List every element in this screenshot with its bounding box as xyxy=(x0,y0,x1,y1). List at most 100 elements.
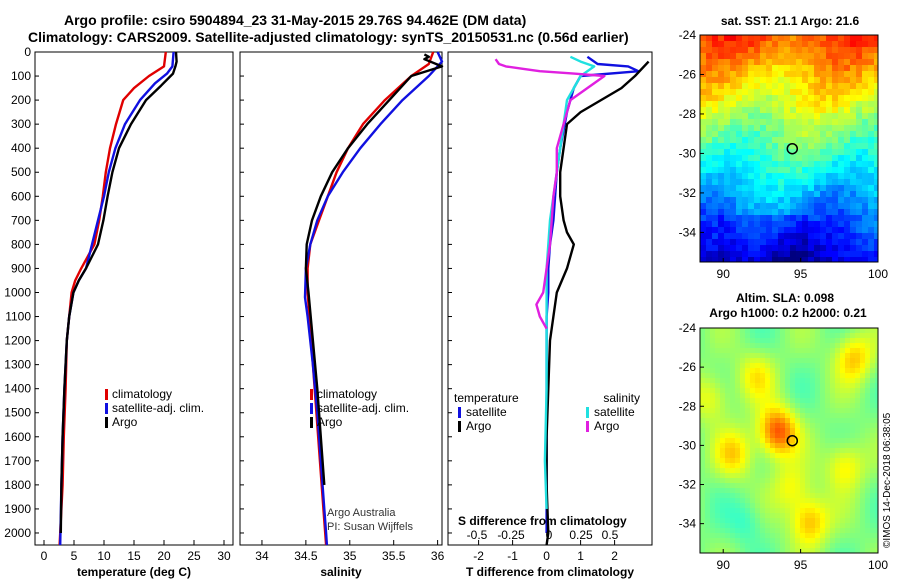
sst-cell xyxy=(772,245,778,251)
sla-cell xyxy=(820,418,825,423)
sla-cell xyxy=(760,398,765,403)
sla-cell xyxy=(750,473,755,478)
sst-cell xyxy=(832,209,838,215)
sla-cell xyxy=(780,388,785,393)
sla-cell xyxy=(715,433,720,438)
sst-cell xyxy=(826,41,832,47)
sst-cell xyxy=(844,155,850,161)
sst-cell xyxy=(772,119,778,125)
sst-cell xyxy=(868,89,874,95)
sla-cell xyxy=(780,333,785,338)
sla-cell xyxy=(740,328,745,333)
sla-cell xyxy=(840,383,845,388)
sla-cell xyxy=(855,413,860,418)
sla-cell xyxy=(875,458,878,463)
legend-title-temperature: temperature xyxy=(454,391,519,405)
sst-cell xyxy=(742,47,748,53)
sst-cell xyxy=(856,65,862,71)
sst-cell xyxy=(856,251,862,257)
sla-cell xyxy=(765,413,770,418)
sla-cell xyxy=(725,463,730,468)
sst-cell xyxy=(766,47,772,53)
sst-cell xyxy=(784,71,790,77)
sla-cell xyxy=(775,493,780,498)
sla-cell xyxy=(740,478,745,483)
sla-cell xyxy=(775,538,780,543)
sla-cell xyxy=(845,478,850,483)
sst-cell xyxy=(838,191,844,197)
sla-cell xyxy=(810,448,815,453)
sst-cell xyxy=(850,83,856,89)
sla-cell xyxy=(700,358,705,363)
sla-cell xyxy=(865,383,870,388)
sst-cell xyxy=(808,251,814,257)
sla-cell xyxy=(710,343,715,348)
sst-cell xyxy=(754,251,760,257)
sla-cell xyxy=(845,433,850,438)
sla-cell xyxy=(875,518,878,523)
sla-cell xyxy=(860,458,865,463)
sla-cell xyxy=(775,543,780,548)
sla-cell xyxy=(795,328,800,333)
sla-cell xyxy=(720,408,725,413)
sst-cell xyxy=(742,71,748,77)
sst-cell xyxy=(730,179,736,185)
sst-cell xyxy=(784,239,790,245)
sst-cell xyxy=(850,41,856,47)
sst-cell xyxy=(730,95,736,101)
sst-cell xyxy=(862,95,868,101)
map-y-tick-label: -30 xyxy=(679,146,697,160)
sla-cell xyxy=(725,503,730,508)
sla-cell xyxy=(700,548,705,553)
sla-cell xyxy=(700,478,705,483)
sla-cell xyxy=(860,538,865,543)
sla-cell xyxy=(715,458,720,463)
sla-cell xyxy=(855,453,860,458)
sla-cell xyxy=(785,398,790,403)
sst-cell xyxy=(718,65,724,71)
sla-cell xyxy=(745,373,750,378)
sla-cell xyxy=(740,443,745,448)
sla-cell xyxy=(870,438,875,443)
sla-cell xyxy=(825,513,830,518)
sla-cell xyxy=(700,498,705,503)
sst-cell xyxy=(802,131,808,137)
sst-cell xyxy=(832,53,838,59)
sst-cell xyxy=(862,143,868,149)
sla-cell xyxy=(810,438,815,443)
sla-cell xyxy=(815,478,820,483)
sla-cell xyxy=(700,413,705,418)
sst-cell xyxy=(850,119,856,125)
sst-cell xyxy=(736,191,742,197)
sla-cell xyxy=(805,388,810,393)
sla-cell xyxy=(785,343,790,348)
sla-cell xyxy=(790,338,795,343)
sla-cell xyxy=(725,428,730,433)
sst-cell xyxy=(718,191,724,197)
sla-cell xyxy=(810,423,815,428)
sla-cell xyxy=(735,543,740,548)
sla-cell xyxy=(860,408,865,413)
sla-cell xyxy=(730,398,735,403)
sla-cell xyxy=(755,483,760,488)
sla-cell xyxy=(770,463,775,468)
sst-cell xyxy=(760,101,766,107)
sst-cell xyxy=(820,215,826,221)
sla-cell xyxy=(810,333,815,338)
sst-cell xyxy=(700,89,706,95)
sst-cell xyxy=(796,197,802,203)
sst-cell xyxy=(730,251,736,257)
sla-cell xyxy=(805,398,810,403)
sla-cell xyxy=(775,353,780,358)
sla-cell xyxy=(875,528,878,533)
sla-cell xyxy=(870,523,875,528)
sst-cell xyxy=(874,125,878,131)
sla-cell xyxy=(775,413,780,418)
sla-cell xyxy=(775,428,780,433)
sla-cell xyxy=(725,328,730,333)
sst-cell xyxy=(712,239,718,245)
sla-cell xyxy=(875,363,878,368)
sst-cell xyxy=(742,149,748,155)
sst-cell xyxy=(874,149,878,155)
sla-cell xyxy=(850,378,855,383)
